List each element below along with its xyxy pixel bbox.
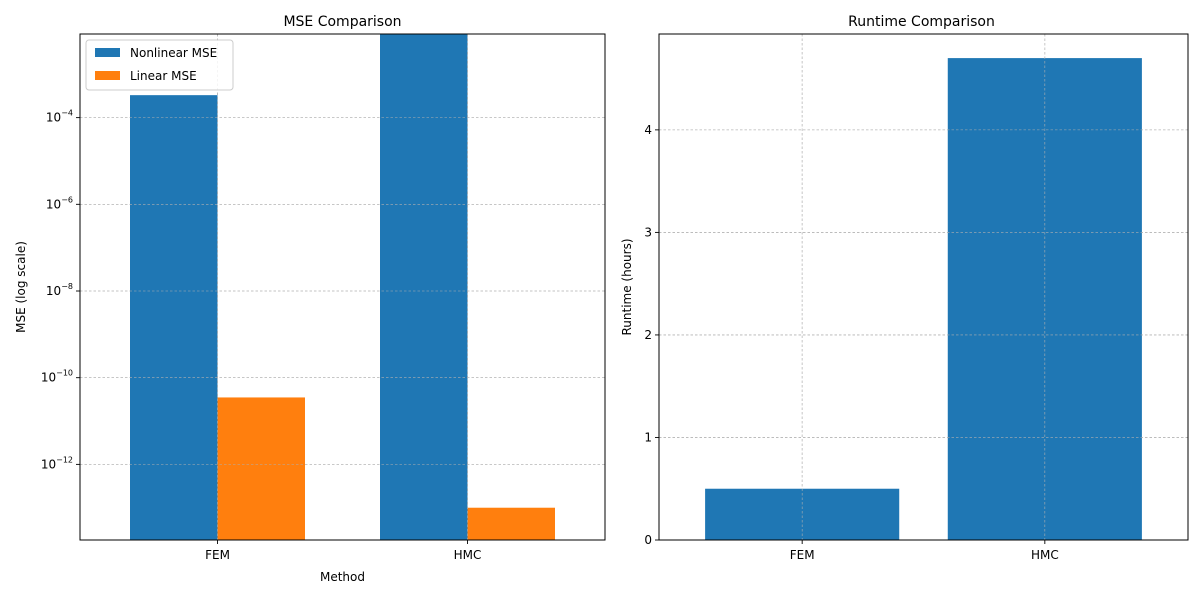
- runtime-grid-overlay: [659, 34, 1188, 541]
- bar-nonlinear-mse-hmc: [380, 34, 468, 540]
- runtime-x-tick-label-hmc: HMC: [1031, 548, 1059, 562]
- bar-runtime-fem: [705, 488, 900, 540]
- legend-box: [85, 39, 234, 91]
- runtime-plot-frame: [658, 33, 1189, 541]
- mse-y-tick-label: 10−4: [46, 109, 73, 125]
- runtime-y-tick-label: 3: [644, 225, 652, 239]
- mse-x-axis-title: Method: [320, 570, 365, 584]
- runtime-chart-title: Runtime Comparison: [848, 14, 995, 30]
- legend-swatch-nonlinear-mse: [95, 48, 120, 57]
- runtime-x-tick-label-fem: FEM: [790, 548, 815, 562]
- bar-linear-mse-fem: [217, 397, 305, 540]
- runtime-y-tick-label: 2: [644, 328, 652, 342]
- bar-linear-mse-hmc: [467, 507, 555, 540]
- bar-nonlinear-mse-fem: [130, 95, 218, 541]
- runtime-y-tick-label: 4: [644, 123, 652, 137]
- mse-grid-overlay: [80, 34, 605, 540]
- mse-legend: Nonlinear MSE Linear MSE: [85, 39, 234, 91]
- mse-bars: [130, 34, 555, 541]
- mse-y-axis-title: MSE (log scale): [14, 241, 28, 333]
- mse-plot-frame: [79, 33, 606, 541]
- runtime-y-tick-label: 0: [644, 533, 652, 547]
- mse-x-tick-label-fem: FEM: [205, 548, 230, 562]
- mse-y-tick-label: 10−12: [41, 455, 73, 471]
- runtime-y-axis-title: Runtime (hours): [620, 238, 634, 335]
- mse-y-tick-label: 10−8: [46, 282, 73, 298]
- mse-x-ticks: FEM HMC: [205, 540, 481, 562]
- runtime-y-ticks: 0 1 2 3 4: [644, 123, 659, 547]
- runtime-x-ticks: FEM HMC: [790, 540, 1059, 562]
- legend-label-linear-mse: Linear MSE: [130, 69, 197, 83]
- mse-x-tick-label-hmc: HMC: [454, 548, 482, 562]
- mse-y-tick-label: 10−10: [41, 369, 73, 385]
- mse-y-tick-label: 10−6: [46, 195, 73, 211]
- mse-chart-title: MSE Comparison: [283, 14, 401, 30]
- mse-y-ticks: 10−4 10−6 10−8 10−10 10−12: [41, 109, 80, 471]
- legend-label-nonlinear-mse: Nonlinear MSE: [130, 46, 217, 60]
- runtime-comparison-chart: 0 1 2 3 4 FEM HMC Runtime Comparison Runtime …: [620, 14, 1189, 562]
- legend-swatch-linear-mse: [95, 71, 120, 80]
- mse-comparison-chart: 10−4 10−6 10−8 10−10 10−12 FEM HMC MSE Compar…: [14, 14, 606, 584]
- runtime-y-tick-label: 1: [644, 430, 652, 444]
